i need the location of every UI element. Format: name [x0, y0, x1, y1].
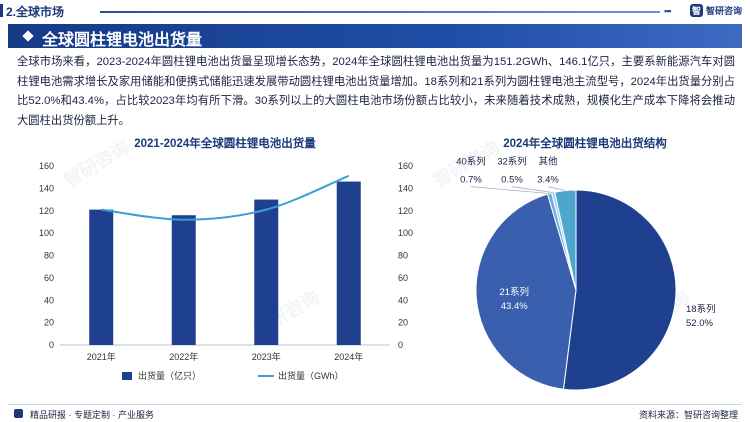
brand-icon [14, 409, 23, 418]
y2-tick-label: 100 [398, 228, 413, 238]
bar [171, 215, 196, 345]
y2-tick-label: 80 [398, 251, 408, 261]
bar-chart-title: 2021-2024年全球圆柱锂电池出货量 [134, 138, 316, 150]
y2-tick-label: 140 [398, 183, 413, 193]
footer-rule [8, 404, 742, 405]
summary-paragraph: 全球市场来看，2023-2024年圆柱锂电池出货量呈现增长态势，2024年全球圆… [17, 56, 735, 127]
y2-tick-label: 160 [398, 161, 413, 171]
legend-label-line: 出货量（GWh） [278, 370, 344, 381]
pie-label-name: 18系列 [686, 303, 716, 315]
pie-chart: 18系列 52.0% 21系列 43.4% 40系列 0.7% 32系列 0.5% 其他 3.4% [456, 156, 716, 391]
y-tick-label: 100 [39, 228, 54, 238]
bar [89, 209, 114, 345]
data-source: 资料来源：智研咨询整理 [638, 410, 738, 420]
y-tick-label: 60 [44, 273, 54, 283]
footer: 精品研报 · 专题定制 · 产业服务 资料来源：智研咨询整理 [0, 404, 750, 422]
legend-label-bar: 出货量（亿只） [138, 370, 201, 381]
dots-decoration: ▪▪▪ [664, 6, 672, 16]
pie-label-value: 43.4% [501, 301, 528, 312]
pie-leader-line [511, 186, 554, 193]
pie-label-name: 21系列 [499, 286, 529, 298]
pie-label-value: 0.7% [460, 175, 482, 186]
x-tick-label: 2022年 [169, 351, 198, 362]
footer-slogan: 精品研报 · 专题定制 · 产业服务 [30, 410, 154, 420]
bar-line-chart: 0 20 40 60 80 100 120 140 160 0 20 40 60 80 100 120 140 1… [39, 161, 413, 381]
pie-label-name: 32系列 [497, 156, 527, 168]
x-tick-label: 2024年 [334, 351, 363, 362]
y-tick-label: 80 [44, 251, 54, 261]
y2-tick-label: 120 [398, 206, 413, 216]
bar [254, 199, 279, 345]
x-tick-label: 2023年 [252, 351, 281, 362]
title-banner: 全球圆柱锂电池出货量 [8, 24, 742, 49]
pie-label-name: 其他 [538, 156, 558, 168]
pie-label-name: 40系列 [456, 156, 486, 168]
y2-tick-label: 20 [398, 318, 408, 328]
header-rule [100, 11, 660, 13]
logo-text: 智研咨询 [706, 6, 743, 16]
y-tick-label: 140 [39, 183, 54, 193]
pie-label-value: 0.5% [501, 175, 523, 186]
legend-swatch-bar [122, 372, 132, 380]
pie-leader-line [547, 186, 566, 191]
y-tick-label: 0 [49, 340, 54, 350]
pie-slice [562, 189, 677, 391]
pie-leader-line [470, 186, 550, 194]
pie-label-value: 52.0% [686, 318, 713, 329]
y-tick-label: 120 [39, 206, 54, 216]
series-line [101, 174, 350, 221]
brand-logo: 智 智研咨询 [690, 4, 742, 17]
top-bar: 2.全球市场 ▪▪▪ 智 智研咨询 [0, 0, 750, 22]
y-tick-label: 20 [44, 318, 54, 328]
section-marker [0, 4, 3, 17]
page-title: 全球圆柱锂电池出货量 [42, 32, 203, 49]
y2-tick-label: 40 [398, 295, 408, 305]
bar [336, 181, 361, 345]
x-tick-label: 2021年 [87, 351, 116, 362]
y-tick-label: 40 [44, 295, 54, 305]
y2-tick-label: 60 [398, 273, 408, 283]
pie-chart-title: 2024年全球圆柱锂电池出货结构 [503, 138, 667, 150]
y-tick-label: 160 [39, 161, 54, 171]
y2-tick-label: 0 [398, 340, 403, 350]
pie-label-value: 3.4% [537, 175, 559, 186]
section-tag: 2.全球市场 [6, 5, 65, 19]
diamond-icon [22, 30, 34, 42]
pie-slice [475, 193, 577, 390]
logo-icon: 智 [690, 4, 703, 17]
